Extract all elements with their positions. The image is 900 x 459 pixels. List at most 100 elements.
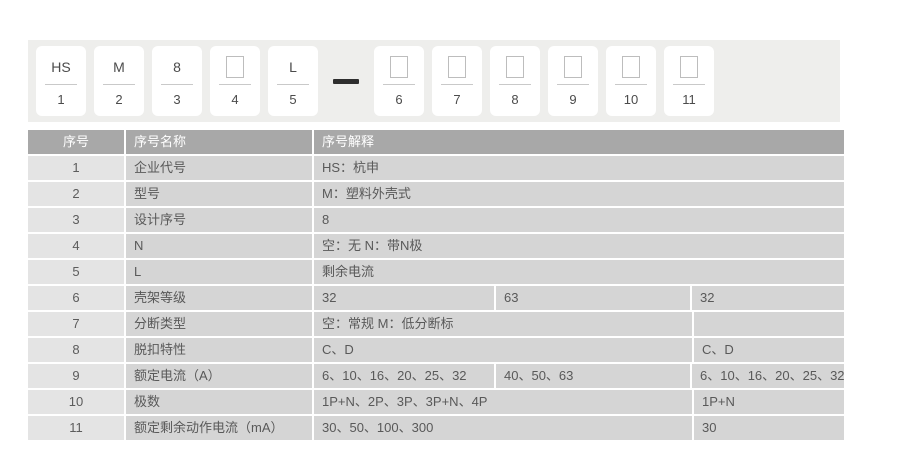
cell-explain: 8 (313, 207, 846, 234)
cell-explain-split: 6、10、16、20、25、32 40、50、63 6、10、16、20、25、32 (314, 364, 843, 387)
code-card-value (382, 52, 416, 82)
cell-explain-split: 空：常规 M：低分断标 (314, 312, 843, 335)
cell-explain: 30、50、100、300 30 (313, 415, 846, 442)
code-card-index: 3 (173, 91, 181, 107)
cell-explain-part-b: 63 (494, 286, 692, 309)
cell-index: 10 (28, 389, 126, 416)
code-card-index: 1 (57, 91, 65, 107)
code-card-index: 11 (682, 91, 696, 107)
cell-explain-part-b (496, 390, 694, 413)
code-card-value (672, 52, 706, 82)
cell-name: 型号 (125, 181, 314, 208)
cell-name: 设计序号 (125, 207, 314, 234)
spec-table: 序号 序号名称 序号解释 1 企业代号 HS：杭申 2 型号 M：塑料外壳式 3 设计序号 8 4… (28, 130, 846, 442)
table-row: 4 N 空：无 N：带N极 (28, 233, 846, 260)
col-header-index: 序号 (28, 130, 126, 156)
code-dash-separator (324, 46, 368, 116)
table-row: 11 额定剩余动作电流（mA） 30、50、100、300 30 (28, 415, 846, 442)
code-card-value (556, 52, 590, 82)
empty-square-icon (622, 56, 640, 78)
cell-name: 脱扣特性 (125, 337, 314, 364)
code-card-index: 6 (395, 91, 403, 107)
cell-explain-part-a: 32 (322, 290, 337, 305)
table-header: 序号 序号名称 序号解释 (28, 130, 846, 156)
code-card-10: 10 (606, 46, 656, 116)
cell-explain-part-b (496, 416, 694, 439)
product-code-panel: HS 1 M 2 8 3 4 L 5 6 7 8 9 10 11 (28, 40, 840, 122)
cell-name: 企业代号 (125, 155, 314, 182)
code-card-1: HS 1 (36, 46, 86, 116)
cell-name: L (125, 259, 314, 286)
cell-explain-part-c: 6、10、16、20、25、32 (690, 364, 843, 387)
code-card-divider (277, 84, 309, 85)
cell-explain-split: 30、50、100、300 30 (314, 416, 843, 439)
table-row: 5 L 剩余电流 (28, 259, 846, 286)
cell-explain-split: C、D C、D (314, 338, 843, 361)
cell-index: 9 (28, 363, 126, 390)
code-card-divider (161, 84, 193, 85)
cell-explain: HS：杭申 (313, 155, 846, 182)
table-row: 10 极数 1P+N、2P、3P、3P+N、4P 1P+N (28, 389, 846, 416)
cell-name: 分断类型 (125, 311, 314, 338)
cell-explain-split: 1P+N、2P、3P、3P+N、4P 1P+N (314, 390, 843, 413)
code-card-divider (441, 84, 473, 85)
code-card-divider (557, 84, 589, 85)
cell-index: 1 (28, 155, 126, 182)
cell-explain: 空：常规 M：低分断标 (313, 311, 846, 338)
cell-explain-part-c: 32 (690, 286, 843, 309)
cell-name: 额定剩余动作电流（mA） (125, 415, 314, 442)
table-row: 3 设计序号 8 (28, 207, 846, 234)
code-card-divider (45, 84, 77, 85)
cell-explain-part-a: C、D (322, 342, 354, 357)
cell-explain-part-a: 1P+N、2P、3P、3P+N、4P (322, 394, 488, 409)
code-card-divider (219, 84, 251, 85)
cell-explain: 32 63 32 (313, 285, 846, 312)
cell-index: 2 (28, 181, 126, 208)
cell-explain-part-b (496, 312, 694, 335)
cell-explain-part-c (692, 312, 843, 335)
cell-index: 3 (28, 207, 126, 234)
cell-explain: 1P+N、2P、3P、3P+N、4P 1P+N (313, 389, 846, 416)
code-card-index: 4 (231, 91, 239, 107)
code-card-8: 8 (490, 46, 540, 116)
cell-index: 5 (28, 259, 126, 286)
code-card-index: 10 (623, 91, 639, 107)
code-card-divider (673, 84, 705, 85)
cell-explain-part-a: 30、50、100、300 (322, 420, 434, 435)
cell-index: 4 (28, 233, 126, 260)
cell-explain: M：塑料外壳式 (313, 181, 846, 208)
cell-explain-part-b (496, 338, 694, 361)
cell-name: 额定电流（A） (125, 363, 314, 390)
code-card-divider (103, 84, 135, 85)
cell-index: 11 (28, 415, 126, 442)
table-row: 7 分断类型 空：常规 M：低分断标 (28, 311, 846, 338)
code-card-index: 9 (569, 91, 577, 107)
table-row: 1 企业代号 HS：杭申 (28, 155, 846, 182)
code-card-value (218, 52, 252, 82)
cell-explain-part-c: 1P+N (692, 390, 843, 413)
code-card-value: HS (51, 59, 71, 75)
code-card-index: 8 (511, 91, 519, 107)
cell-name: 壳架等级 (125, 285, 314, 312)
table-row: 2 型号 M：塑料外壳式 (28, 181, 846, 208)
cell-explain: C、D C、D (313, 337, 846, 364)
cell-explain-split: 32 63 32 (314, 286, 843, 309)
cell-index: 6 (28, 285, 126, 312)
table-header-row: 序号 序号名称 序号解释 (28, 130, 846, 156)
code-card-index: 7 (453, 91, 461, 107)
cell-explain: 剩余电流 (313, 259, 846, 286)
empty-square-icon (448, 56, 466, 78)
cell-index: 7 (28, 311, 126, 338)
empty-square-icon (506, 56, 524, 78)
empty-square-icon (390, 56, 408, 78)
code-card-divider (499, 84, 531, 85)
code-card-value (440, 52, 474, 82)
cell-explain: 6、10、16、20、25、32 40、50、63 6、10、16、20、25、32 (313, 363, 846, 390)
code-card-divider (383, 84, 415, 85)
code-card-11: 11 (664, 46, 714, 116)
empty-square-icon (226, 56, 244, 78)
cell-explain-part-a: 空：常规 M：低分断标 (322, 316, 454, 331)
